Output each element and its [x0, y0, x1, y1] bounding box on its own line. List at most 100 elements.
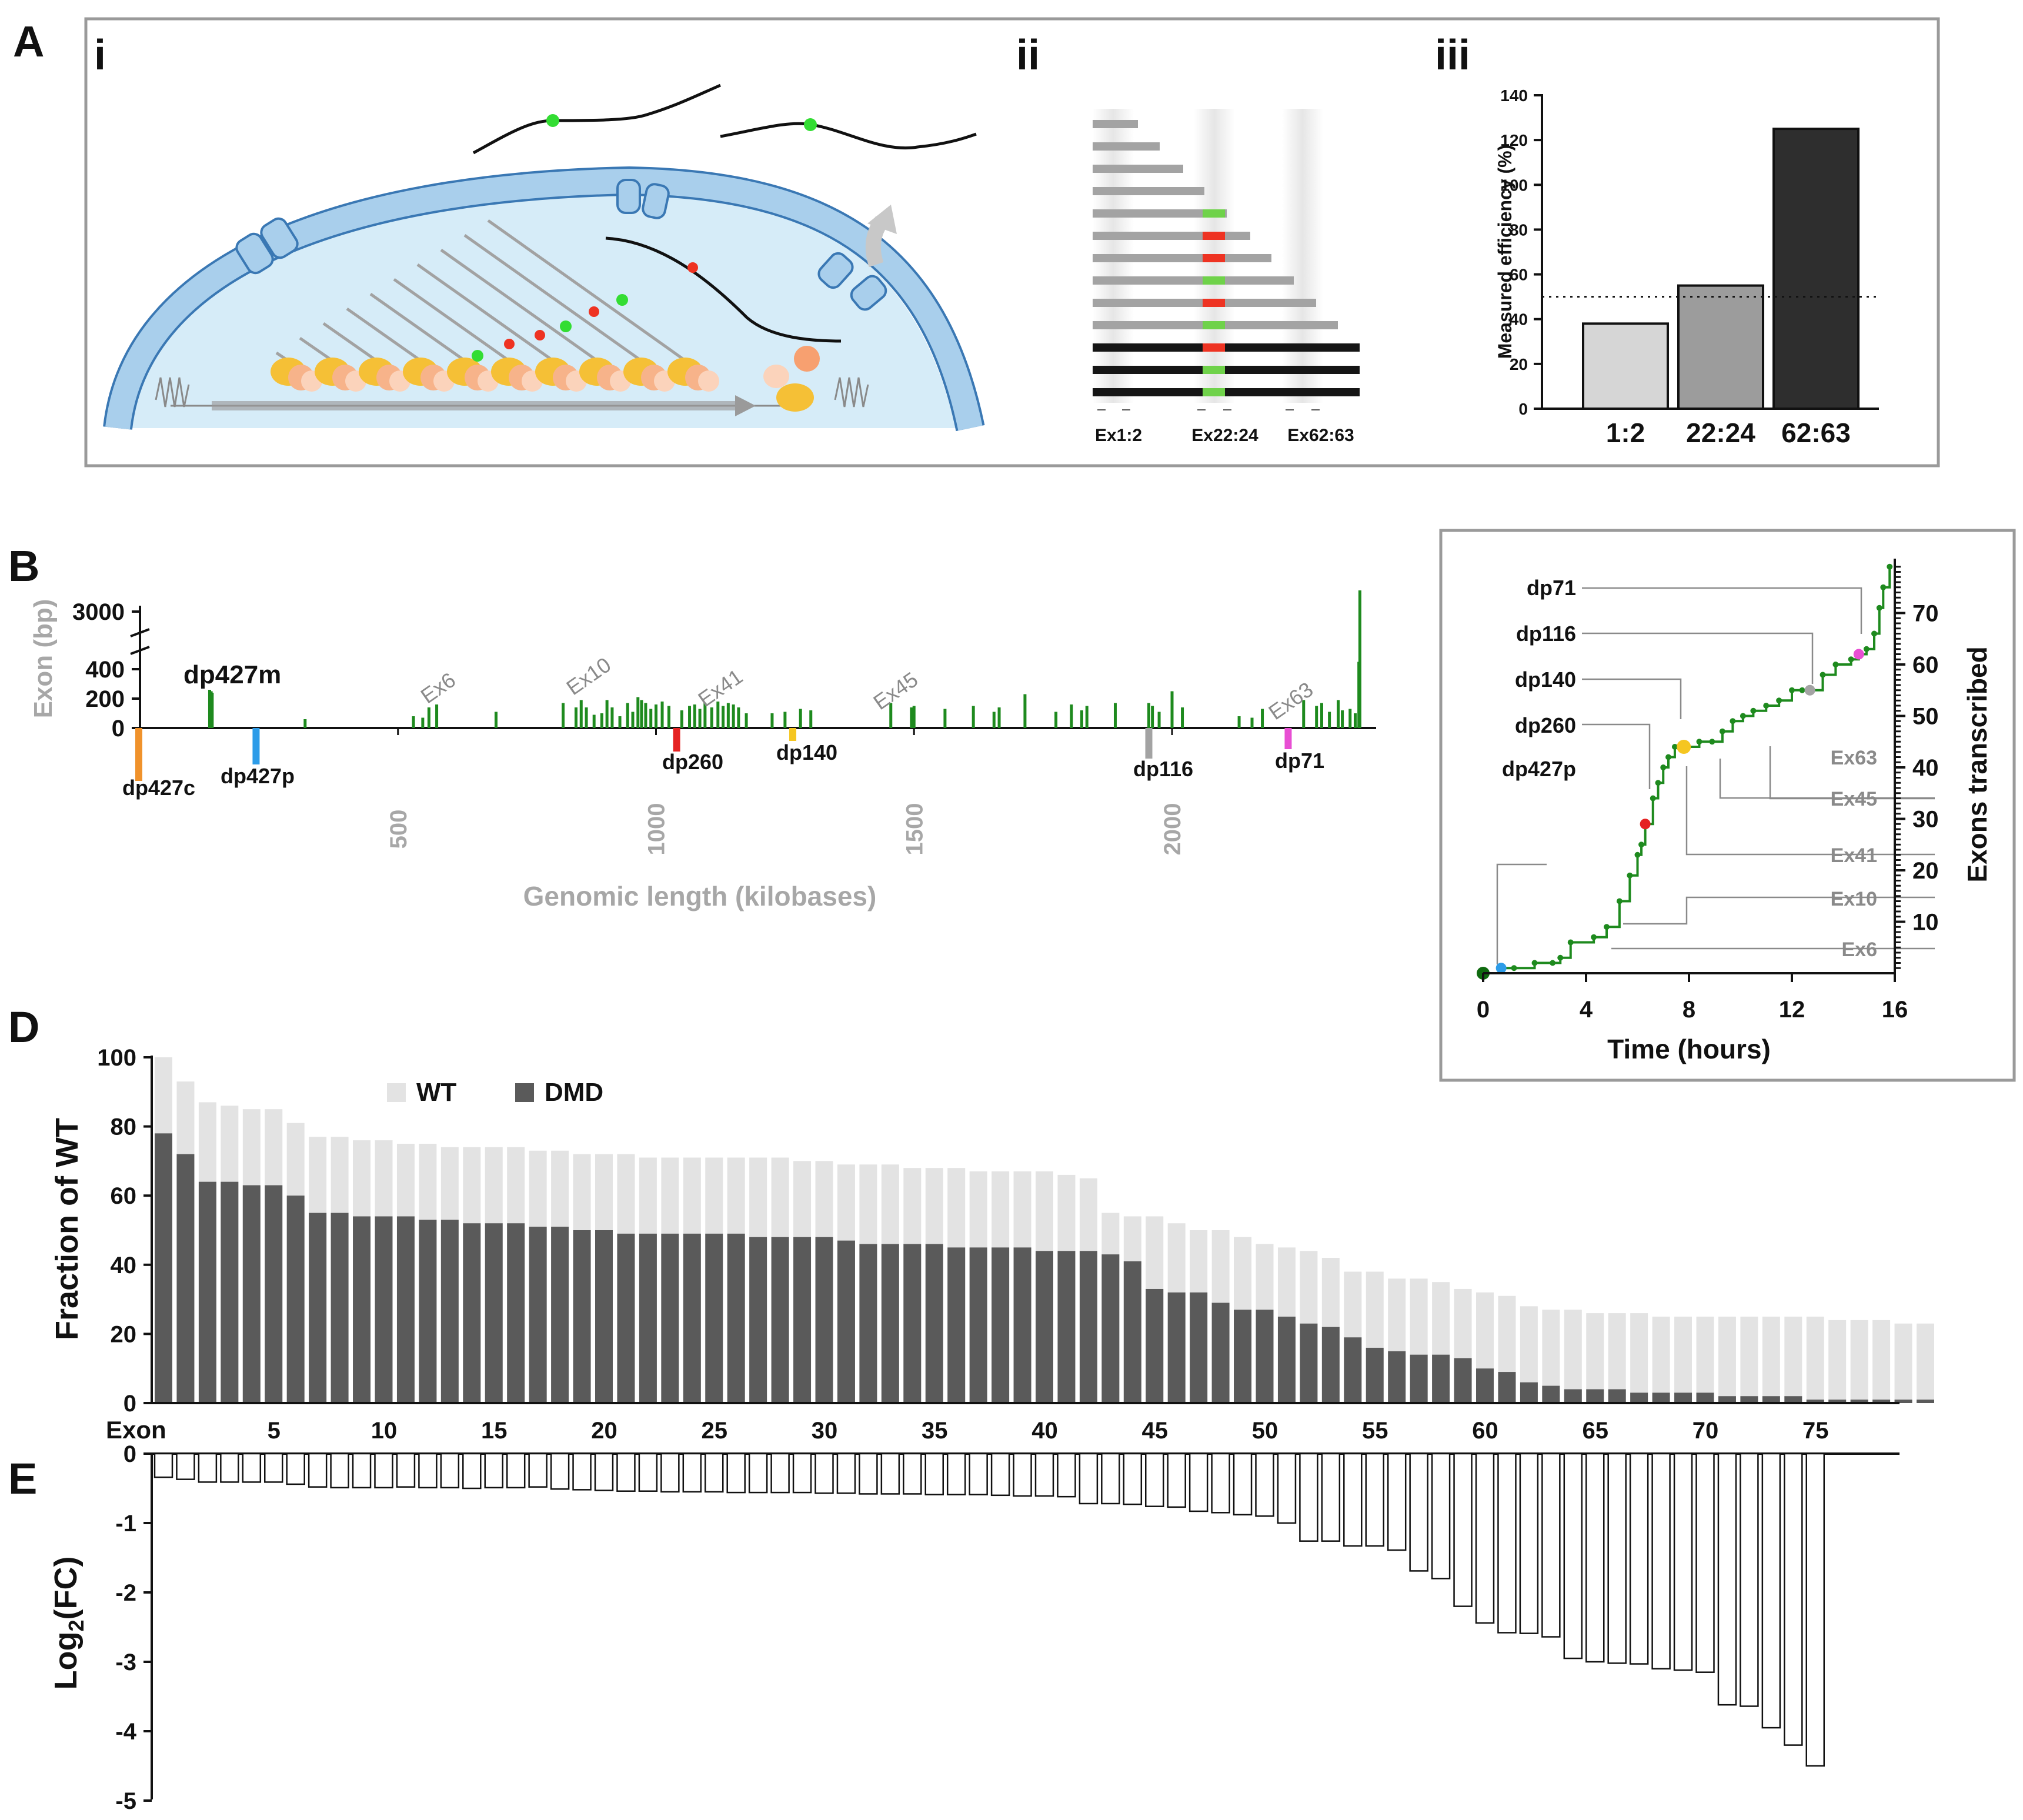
c-point-23: [1719, 728, 1725, 734]
b-exon-bar-3: [303, 719, 307, 728]
b-exon-bar-56: [1147, 703, 1151, 728]
d-xtick-label-60: 60: [1472, 1418, 1498, 1444]
d-wt-bar-68: [1630, 1313, 1648, 1403]
d-dmd-bar-13: [419, 1220, 437, 1403]
e-bar-40: [1013, 1452, 1032, 1497]
b-exon-label-Ex10: Ex10: [562, 652, 615, 700]
d-wt-bar-79: [1872, 1320, 1891, 1403]
b-axis-break: [130, 646, 150, 655]
e-bar-46: [1145, 1452, 1164, 1507]
c-point-40: [1887, 563, 1893, 570]
d-dmd-bar-35: [903, 1244, 922, 1403]
e-bar-61: [1475, 1452, 1495, 1624]
c-point-26: [1750, 707, 1757, 714]
d-xtick-label-65: 65: [1583, 1418, 1609, 1444]
nuclear-pore: [642, 183, 670, 219]
aiii-category-label-1: 22:24: [1686, 418, 1755, 448]
c-callout-line-3: [1582, 723, 1651, 789]
b-exon-bar-63: [1261, 709, 1264, 728]
c-point-5: [1557, 954, 1564, 961]
nuclear-pore: [850, 275, 887, 311]
c-point-25: [1740, 713, 1746, 719]
b-exon-bar-62: [1250, 717, 1254, 728]
b-exon-bar-73: [1358, 590, 1361, 728]
e-y-axis-title-sub: 2: [64, 1619, 88, 1631]
e-bar-33: [859, 1452, 878, 1495]
e-bar-47: [1167, 1452, 1186, 1508]
d-xtick-label-5: 5: [268, 1418, 281, 1444]
c-point-11: [1634, 851, 1641, 858]
e-bar-71: [1695, 1452, 1715, 1673]
e-bar-59: [1431, 1452, 1451, 1579]
c-point-10: [1627, 872, 1633, 879]
d-ytick-label-40: 40: [111, 1253, 137, 1278]
b-exon-bar-24: [655, 704, 657, 728]
e-bar-52: [1277, 1452, 1297, 1524]
b-exon-bar-13: [592, 714, 596, 728]
c-point-29: [1789, 687, 1795, 693]
cytoplasmic-mrna-site: [546, 114, 559, 127]
c-left-label-dp71: dp71: [1527, 576, 1576, 600]
c-point-8: [1604, 924, 1610, 930]
e-bar-18: [528, 1452, 548, 1488]
c-right-label-Ex6: Ex6: [1842, 939, 1878, 961]
d-xtick-label-25: 25: [702, 1418, 728, 1444]
d-dmd-bar-6: [265, 1185, 283, 1403]
aiii-bar-1: [1677, 284, 1764, 410]
b-promoter-dp116: [1145, 728, 1153, 759]
aii-junction-8: [1203, 276, 1225, 285]
d-dmd-bar-46: [1146, 1288, 1164, 1403]
d-wt-bar-67: [1608, 1313, 1626, 1403]
b-exon-bar-66: [1320, 703, 1323, 728]
d-dmd-bar-36: [925, 1244, 943, 1403]
b-exon-label-Ex63: Ex63: [1264, 677, 1317, 724]
e-bar-23: [638, 1452, 658, 1492]
aii-junction-13: [1203, 388, 1225, 396]
c-xtick-label-0: 0: [1477, 997, 1490, 1023]
b-promoter-dp427p: [252, 728, 260, 764]
d-dmd-bar-9: [331, 1213, 349, 1403]
d-dmd-bar-64: [1542, 1385, 1560, 1403]
c-ytick-label-40: 40: [1912, 755, 1939, 781]
b-exon-bar-11: [579, 700, 583, 728]
polymerases: [271, 346, 820, 412]
b-promoter-label-dp427c: dp427c: [122, 776, 195, 800]
d-dmd-bar-32: [837, 1240, 855, 1403]
e-bar-67: [1607, 1452, 1627, 1664]
b-exon-bar-48: [992, 712, 996, 728]
e-bar-74: [1761, 1452, 1781, 1729]
c-callout-line-6: [1719, 759, 1935, 799]
d-dmd-bar-55: [1344, 1337, 1362, 1403]
c-point-33: [1832, 662, 1839, 667]
d-xtick-label-15: 15: [481, 1418, 508, 1444]
d-dmd-bar-25: [683, 1233, 701, 1403]
legend-dmd-label: DMD: [545, 1078, 603, 1107]
e-bar-48: [1189, 1452, 1209, 1512]
b-exon-bar-61: [1237, 716, 1241, 728]
aii-label-ex62-63: Ex62:63: [1287, 426, 1354, 445]
d-wt-bar-81: [1917, 1323, 1934, 1403]
d-dmd-bar-59: [1432, 1354, 1450, 1403]
e-bar-57: [1387, 1452, 1407, 1551]
d-dmd-bar-60: [1454, 1358, 1472, 1403]
b-exon-bar-36: [732, 704, 735, 728]
c-xtick-label-8: 8: [1683, 997, 1695, 1023]
b-xtick-label-1500: 1500: [902, 803, 927, 856]
e-bar-13: [418, 1452, 438, 1489]
e-bar-75: [1784, 1452, 1803, 1746]
d-wt-bar-80: [1894, 1323, 1912, 1403]
c-point-15: [1655, 780, 1661, 786]
c-point-9: [1616, 898, 1623, 904]
c-callout-line-8: [1623, 896, 1935, 925]
c-point-38: [1876, 605, 1882, 611]
b-x-axis-title: Genomic length (kilobases): [523, 881, 877, 911]
cytoplasmic-mrna: [472, 84, 721, 155]
d-dmd-bar-81: [1917, 1400, 1934, 1403]
e-ytick-label--3: -3: [115, 1649, 136, 1675]
b-exon-bar-38: [745, 713, 748, 728]
b-exon-bar-60: [1181, 707, 1184, 728]
panel-label-A-ii: ii: [1016, 32, 1040, 79]
released-mrna-site: [687, 262, 698, 273]
b-exon-label-Ex41: Ex41: [693, 664, 747, 712]
b-exon-bar-28: [688, 706, 692, 728]
